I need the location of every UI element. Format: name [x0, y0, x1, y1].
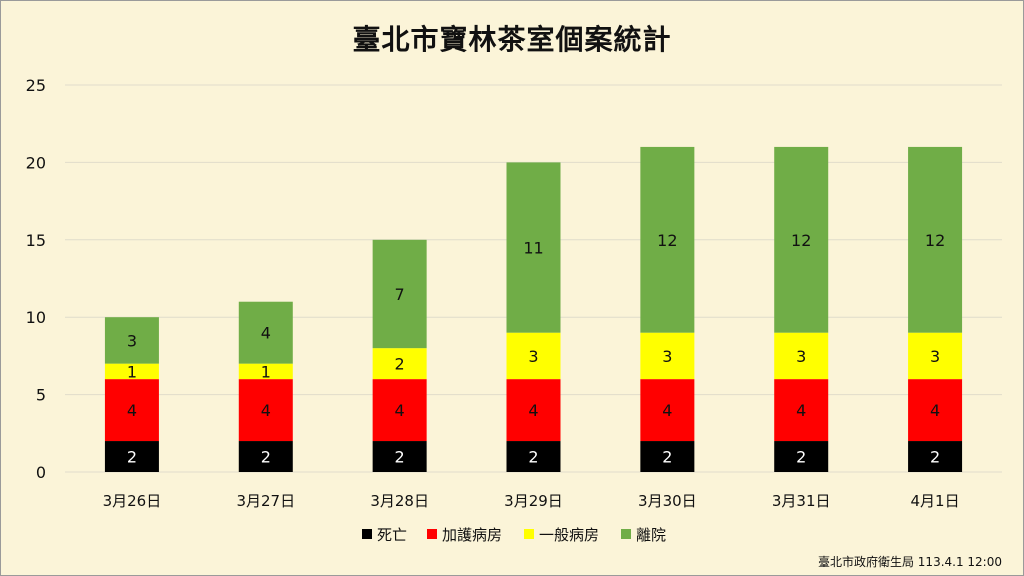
- x-tick-label: 3月26日: [103, 492, 162, 510]
- data-label: 3: [528, 347, 538, 366]
- bar-segment: [774, 146, 829, 333]
- legend-swatch: [362, 529, 372, 539]
- legend-label: 加護病房: [442, 526, 502, 544]
- data-label: 4: [796, 401, 806, 420]
- bar-segment: [908, 146, 963, 333]
- bar-segment: [238, 379, 293, 442]
- y-tick-label: 20: [26, 153, 46, 172]
- bar-segment: [372, 239, 427, 349]
- data-label: 12: [791, 231, 811, 250]
- source-note: 臺北市政府衛生局 113.4.1 12:00: [817, 555, 1002, 569]
- x-tick-label: 3月30日: [638, 492, 697, 510]
- bar-segment: [238, 441, 293, 472]
- data-label: 3: [796, 347, 806, 366]
- data-label: 4: [127, 401, 137, 420]
- data-label: 4: [261, 401, 271, 420]
- bar-segment: [506, 162, 561, 333]
- y-tick-label: 10: [26, 308, 46, 327]
- bar-segment: [774, 379, 829, 442]
- x-tick-label: 3月29日: [504, 492, 563, 510]
- data-label: 2: [261, 448, 271, 467]
- data-label: 12: [657, 231, 677, 250]
- data-label: 2: [528, 448, 538, 467]
- y-tick-label: 5: [36, 386, 46, 405]
- bar-segment: [908, 379, 963, 442]
- legend-label: 一般病房: [539, 526, 599, 544]
- data-label: 4: [261, 324, 271, 343]
- chart-title: 臺北市寶林茶室個案統計: [352, 23, 672, 56]
- legend-swatch: [621, 529, 631, 539]
- data-label: 3: [930, 347, 940, 366]
- bar-segment: [104, 379, 159, 442]
- data-label: 2: [395, 448, 405, 467]
- data-label: 2: [930, 448, 940, 467]
- bar-segment: [506, 441, 561, 472]
- legend-swatch: [524, 529, 534, 539]
- bar-segment: [238, 363, 293, 380]
- x-tick-label: 3月28日: [370, 492, 429, 510]
- data-label: 1: [261, 362, 271, 381]
- data-label: 4: [528, 401, 538, 420]
- bar-segment: [908, 332, 963, 380]
- data-label: 4: [930, 401, 940, 420]
- bar-segment: [908, 441, 963, 472]
- bar-segment: [104, 317, 159, 364]
- bar-segment: [774, 441, 829, 472]
- legend-label: 離院: [636, 526, 666, 544]
- data-label: 7: [395, 285, 405, 304]
- y-tick-label: 0: [36, 463, 46, 482]
- data-label: 2: [127, 448, 137, 467]
- bar-segment: [640, 146, 695, 333]
- bar-segment: [372, 441, 427, 472]
- data-label: 3: [127, 331, 137, 350]
- bar-segment: [506, 379, 561, 442]
- x-tick-label: 3月27日: [236, 492, 295, 510]
- bar-segment: [372, 379, 427, 442]
- y-tick-label: 25: [26, 76, 46, 95]
- data-label: 2: [796, 448, 806, 467]
- bar-segment: [104, 363, 159, 380]
- data-label: 3: [662, 347, 672, 366]
- x-tick-label: 4月1日: [911, 492, 960, 510]
- data-label: 4: [662, 401, 672, 420]
- bar-segment: [238, 301, 293, 364]
- bar-segment: [372, 348, 427, 380]
- bar-segment: [104, 441, 159, 472]
- data-label: 2: [662, 448, 672, 467]
- data-label: 12: [925, 231, 945, 250]
- bar-segment: [640, 332, 695, 380]
- data-label: 1: [127, 362, 137, 381]
- bar-segment: [640, 441, 695, 472]
- data-label: 11: [523, 239, 543, 258]
- data-label: 2: [395, 355, 405, 374]
- legend-label: 死亡: [377, 526, 407, 544]
- bar-segment: [774, 332, 829, 380]
- bar-segment: [640, 379, 695, 442]
- y-tick-label: 15: [26, 231, 46, 250]
- legend-swatch: [427, 529, 437, 539]
- x-tick-label: 3月31日: [772, 492, 831, 510]
- data-label: 4: [395, 401, 405, 420]
- bar-segment: [506, 332, 561, 380]
